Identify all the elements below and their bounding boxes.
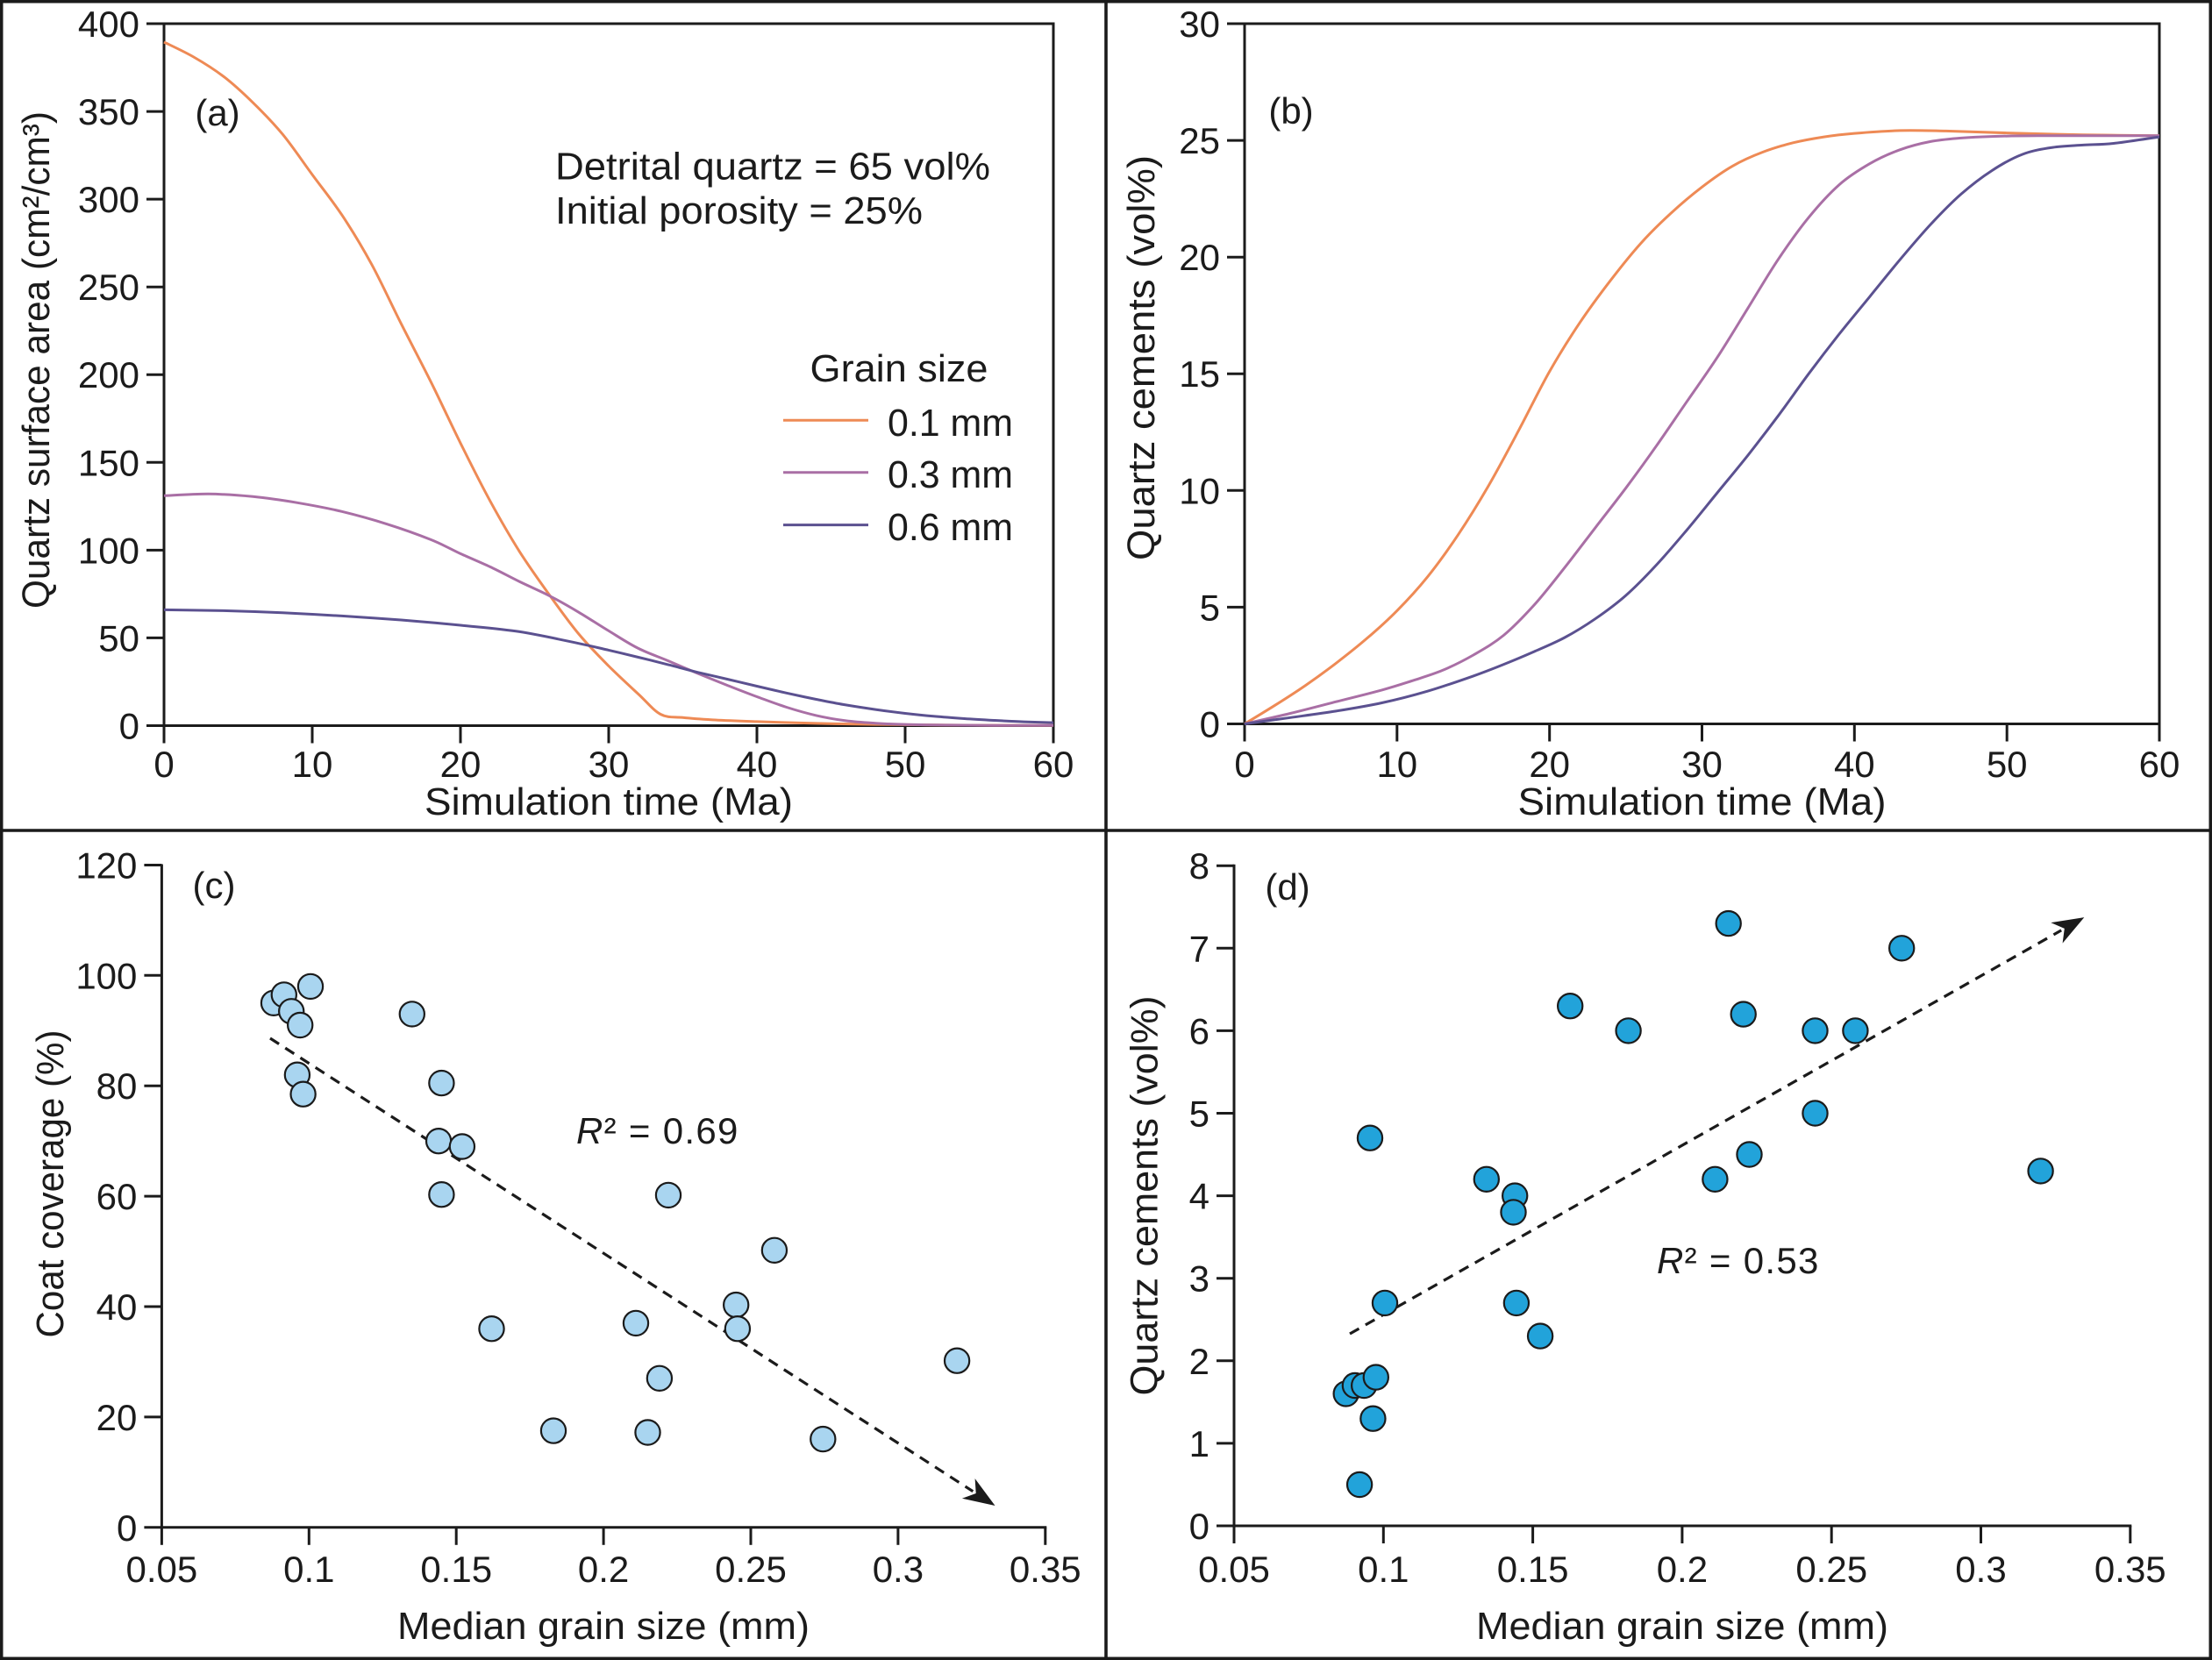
svg-text:0: 0 (1234, 744, 1254, 785)
svg-text:0: 0 (1189, 1506, 1209, 1547)
svg-text:5: 5 (1200, 587, 1220, 628)
svg-text:10: 10 (1376, 744, 1417, 785)
svg-text:0: 0 (153, 744, 174, 785)
svg-text:(a): (a) (195, 92, 239, 133)
svg-text:4: 4 (1189, 1176, 1209, 1217)
svg-text:6: 6 (1189, 1010, 1209, 1051)
svg-text:8: 8 (1189, 845, 1209, 887)
svg-text:40: 40 (1834, 744, 1875, 785)
svg-text:Initial porosity = 25%: Initial porosity = 25% (555, 190, 923, 232)
svg-text:0.25: 0.25 (715, 1549, 787, 1590)
svg-text:0.35: 0.35 (1010, 1549, 1081, 1590)
svg-text:0.1 mm: 0.1 mm (888, 403, 1013, 445)
svg-text:0.35: 0.35 (2094, 1549, 2166, 1590)
svg-text:0.05: 0.05 (126, 1549, 198, 1590)
svg-text:Detrital quartz = 65 vol%: Detrital quartz = 65 vol% (555, 146, 990, 189)
svg-text:0.3 mm: 0.3 mm (888, 454, 1013, 496)
svg-text:(c): (c) (193, 865, 236, 906)
svg-text:Simulation time (Ma): Simulation time (Ma) (1518, 781, 1887, 823)
svg-text:5: 5 (1189, 1094, 1209, 1135)
svg-text:150: 150 (78, 442, 139, 483)
svg-text:30: 30 (1179, 4, 1220, 45)
svg-text:0.05: 0.05 (1198, 1549, 1270, 1590)
svg-text:40: 40 (96, 1286, 138, 1328)
svg-text:0: 0 (119, 706, 139, 747)
svg-text:50: 50 (1987, 744, 2028, 785)
svg-text:20: 20 (440, 744, 482, 785)
svg-text:10: 10 (1179, 470, 1220, 511)
svg-text:7: 7 (1189, 928, 1209, 969)
svg-text:20: 20 (1179, 237, 1220, 278)
svg-text:20: 20 (1529, 744, 1570, 785)
svg-text:0.1: 0.1 (283, 1549, 334, 1590)
svg-text:(d): (d) (1265, 866, 1309, 908)
svg-text:25: 25 (1179, 120, 1220, 161)
svg-text:Quartz cements (vol%): Quartz cements (vol%) (1124, 996, 1167, 1396)
svg-text:2: 2 (1189, 1341, 1209, 1382)
svg-text:120: 120 (75, 845, 137, 887)
svg-text:Grain size: Grain size (810, 348, 988, 390)
svg-text:Simulation time (Ma): Simulation time (Ma) (425, 781, 793, 823)
svg-text:60: 60 (96, 1176, 138, 1217)
svg-text:0.1: 0.1 (1358, 1549, 1409, 1590)
svg-text:Median grain size (mm): Median grain size (mm) (397, 1606, 810, 1648)
svg-text:0.15: 0.15 (1497, 1549, 1569, 1590)
svg-text:60: 60 (2139, 744, 2180, 785)
svg-text:0.2: 0.2 (1657, 1549, 1708, 1590)
svg-text:40: 40 (737, 744, 778, 785)
svg-text:Quartz cements (vol%): Quartz cements (vol%) (1121, 155, 1163, 560)
svg-text:0.2: 0.2 (578, 1549, 629, 1590)
svg-text:50: 50 (885, 744, 926, 785)
svg-text:0: 0 (1200, 704, 1220, 745)
svg-text:Median grain size (mm): Median grain size (mm) (1476, 1606, 1888, 1648)
svg-text:1: 1 (1189, 1423, 1209, 1464)
svg-text:0.25: 0.25 (1795, 1549, 1867, 1590)
svg-text:R² = 0.69: R² = 0.69 (576, 1110, 739, 1151)
svg-text:Coat coverage (%): Coat coverage (%) (30, 1030, 72, 1338)
svg-text:100: 100 (78, 530, 139, 571)
svg-text:0.3: 0.3 (1955, 1549, 2006, 1590)
svg-text:15: 15 (1179, 353, 1220, 395)
svg-text:10: 10 (292, 744, 333, 785)
svg-text:100: 100 (75, 955, 137, 996)
svg-text:3: 3 (1189, 1258, 1209, 1300)
svg-text:50: 50 (98, 617, 139, 659)
svg-text:20: 20 (96, 1397, 138, 1438)
svg-text:0.6 mm: 0.6 mm (888, 507, 1013, 549)
svg-text:0.3: 0.3 (873, 1549, 924, 1590)
svg-text:350: 350 (78, 91, 139, 132)
svg-text:400: 400 (78, 4, 139, 45)
svg-text:300: 300 (78, 179, 139, 220)
svg-text:(b): (b) (1268, 90, 1313, 132)
svg-text:200: 200 (78, 354, 139, 395)
svg-text:0: 0 (117, 1507, 137, 1549)
svg-text:R² = 0.53: R² = 0.53 (1657, 1240, 1820, 1281)
svg-text:30: 30 (1681, 744, 1723, 785)
svg-text:Quartz surface area (cm²/cm³): Quartz surface area (cm²/cm³) (16, 111, 58, 609)
svg-text:250: 250 (78, 267, 139, 308)
svg-text:30: 30 (589, 744, 630, 785)
svg-text:0.15: 0.15 (420, 1549, 492, 1590)
svg-text:60: 60 (1033, 744, 1074, 785)
svg-text:80: 80 (96, 1065, 138, 1107)
